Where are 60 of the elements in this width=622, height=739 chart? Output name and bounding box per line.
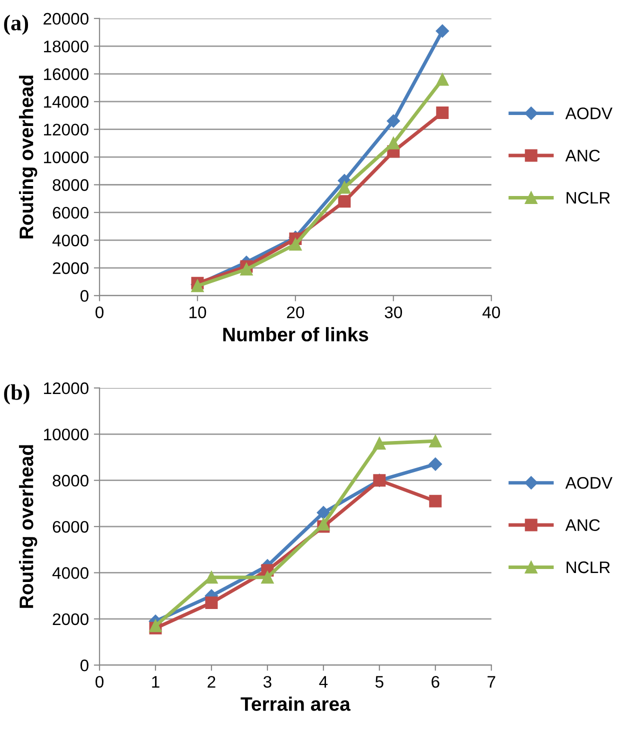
legend-label: NCLR [566, 192, 610, 204]
y-tick-label: 6000 [52, 206, 88, 219]
x-tick-label: 1 [152, 676, 160, 688]
x-tick-label: 0 [96, 306, 104, 318]
x-tick-label: 7 [488, 676, 496, 688]
point [205, 596, 218, 609]
chart-title: (b) [4, 384, 30, 404]
x-tick-label: 2 [208, 676, 216, 688]
y-tick-label: 10000 [44, 151, 88, 164]
y-tick-label: 4000 [52, 567, 88, 579]
y-tick-label: 12000 [44, 124, 88, 136]
point [429, 434, 442, 448]
x-axis-title: Number of links [223, 327, 368, 342]
y-tick-label: 0 [80, 660, 88, 672]
x-axis-title: Terrain area [240, 696, 351, 711]
x-tick-label: 10 [189, 306, 206, 318]
y-tick-label: 4000 [52, 234, 88, 246]
legend-label: AODV [565, 477, 612, 489]
point [429, 494, 442, 508]
legend-label: NCLR [566, 561, 610, 574]
point [317, 518, 330, 530]
y-tick-label: 20000 [44, 12, 88, 25]
x-tick-label: 40 [482, 306, 500, 318]
y-tick-label: 12000 [44, 382, 88, 394]
x-tick-label: 6 [432, 676, 440, 688]
y-tick-label: 2000 [52, 613, 88, 626]
y-tick-label: 14000 [44, 96, 88, 108]
y-tick-label: 8000 [52, 179, 88, 191]
point [436, 106, 449, 119]
point [386, 114, 400, 128]
y-tick-label: 18000 [44, 40, 88, 52]
point [205, 571, 218, 584]
legend-label: AODV [565, 108, 612, 120]
point [338, 181, 351, 194]
y-tick-label: 10000 [44, 428, 88, 440]
legend-label: ANC [565, 519, 600, 532]
y-tick-label: 6000 [52, 520, 88, 533]
x-tick-label: 30 [384, 306, 402, 318]
y-tick-label: 2000 [52, 262, 88, 274]
x-tick-label: 5 [375, 676, 384, 688]
point [289, 238, 302, 251]
legend-label: ANC [565, 150, 600, 162]
point [240, 263, 253, 276]
point [261, 571, 274, 584]
point [436, 73, 449, 86]
point [316, 506, 330, 520]
y-axis-title: Routing overhead [18, 76, 38, 238]
point [338, 195, 351, 208]
chart-title: (a) [4, 14, 28, 35]
x-tick-label: 4 [319, 676, 328, 688]
y-tick-label: 16000 [44, 68, 88, 80]
x-tick-label: 3 [263, 676, 272, 688]
x-tick-label: 20 [287, 306, 304, 318]
point [436, 24, 449, 38]
point [373, 437, 386, 450]
x-tick-label: 0 [96, 676, 104, 688]
y-tick-label: 0 [80, 290, 88, 302]
y-tick-label: 8000 [52, 474, 88, 487]
y-axis-title: Routing overhead [18, 445, 38, 608]
point [428, 458, 442, 471]
